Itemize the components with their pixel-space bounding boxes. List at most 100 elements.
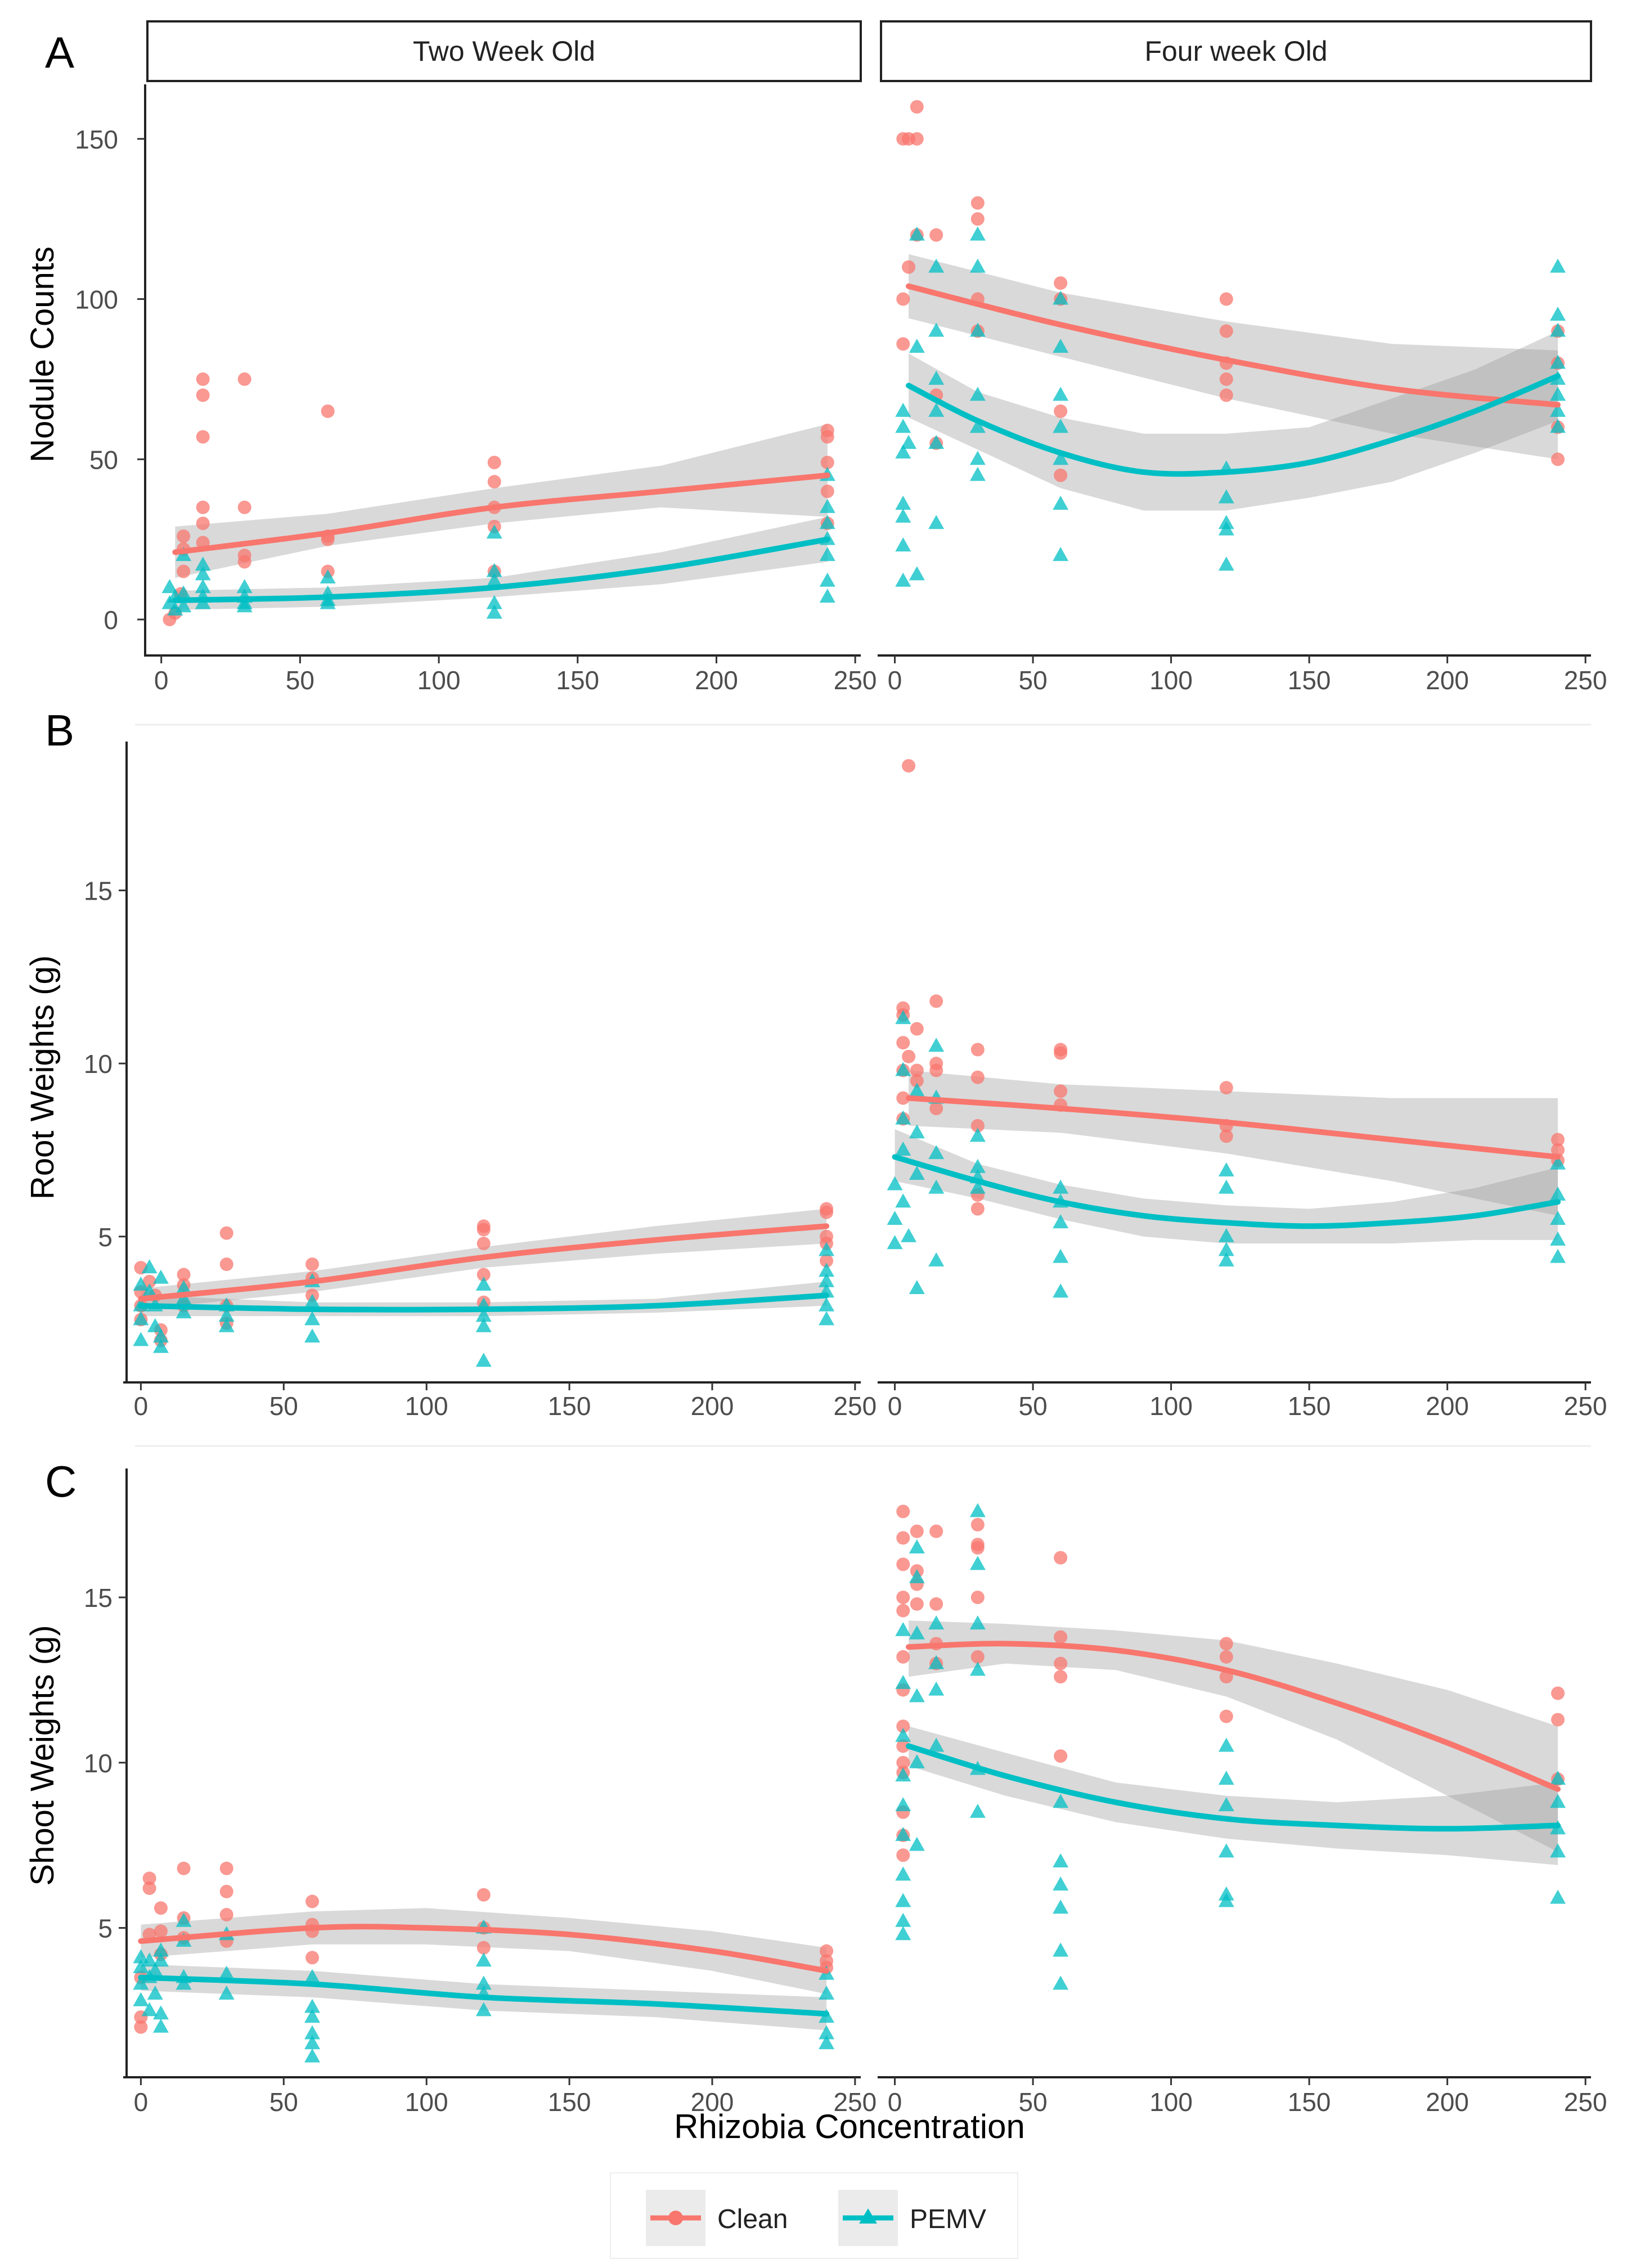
point-pemv [819, 1986, 835, 2000]
point-clean [1219, 292, 1233, 306]
point-pemv [304, 1294, 321, 1308]
legend-clean-marker-icon [668, 2211, 683, 2225]
point-pemv [895, 508, 911, 523]
point-clean [1219, 1637, 1233, 1651]
x-tick-label: 150 [1288, 1391, 1331, 1421]
y-axis-title-a: Nodule Counts [24, 246, 61, 462]
x-tick-label: 250 [834, 666, 877, 695]
point-pemv [819, 498, 835, 513]
point-clean [219, 1257, 233, 1271]
point-pemv [1053, 1975, 1069, 1990]
point-clean [929, 1524, 943, 1538]
point-pemv [1550, 307, 1566, 321]
point-pemv [475, 1276, 492, 1291]
point-clean [1551, 452, 1565, 466]
point-pemv [161, 579, 178, 594]
point-clean [910, 1597, 924, 1611]
facet-four-week-old: 0 50 100 150 200 250 [878, 100, 1607, 695]
x-tick-label: 100 [405, 1391, 448, 1421]
point-clean [1054, 468, 1068, 482]
point-pemv [133, 1949, 149, 1964]
point-pemv [909, 1124, 925, 1139]
point-pemv [928, 1252, 945, 1267]
point-pemv [486, 572, 502, 587]
fit-line-clean [906, 1641, 1561, 1792]
point-pemv [909, 1083, 925, 1097]
point-pemv [969, 1661, 986, 1676]
point-pemv [1550, 1771, 1566, 1785]
y-tick-label: 0 [104, 605, 118, 635]
x-tick-label: 0 [134, 1391, 149, 1421]
point-pemv [475, 1308, 492, 1322]
legend: Clean PEMV [610, 2172, 1018, 2259]
x-tick-label: 0 [154, 666, 169, 695]
point-pemv [895, 1010, 911, 1025]
fit-line-pemv [892, 1154, 1561, 1229]
point-pemv [819, 572, 835, 587]
y-tick-label: 15 [84, 877, 113, 906]
point-clean [896, 292, 910, 306]
point-clean [896, 1591, 910, 1605]
y-tick-label: 50 [89, 445, 118, 474]
point-pemv [895, 1193, 911, 1208]
point-pemv [486, 595, 502, 609]
point-clean [970, 212, 985, 226]
point-clean [902, 260, 916, 274]
point-clean [1551, 1713, 1565, 1727]
point-clean [305, 1951, 320, 1965]
point-pemv [895, 402, 911, 417]
point-clean [910, 1063, 924, 1077]
point-pemv [1550, 1889, 1566, 1904]
point-pemv [1218, 1228, 1234, 1242]
y-tick-label: 100 [75, 285, 118, 315]
point-pemv [895, 1110, 911, 1125]
point-pemv [1053, 1942, 1069, 1957]
fit-line-clean [906, 1095, 1561, 1160]
point-pemv [1550, 1248, 1566, 1263]
point-pemv [928, 434, 945, 449]
point-pemv [141, 1259, 158, 1274]
x-tick-label: 100 [405, 2087, 448, 2117]
point-clean [321, 404, 335, 418]
x-tick-label: 150 [556, 666, 599, 695]
point-pemv [1550, 1211, 1566, 1225]
point-pemv [176, 1280, 192, 1295]
point-clean [154, 1901, 168, 1915]
panel-letter-a: A [45, 28, 74, 77]
point-pemv [304, 2009, 321, 2023]
point-pemv [236, 579, 253, 594]
point-pemv [1053, 1853, 1069, 1868]
point-clean [896, 1848, 910, 1862]
point-clean [305, 1894, 320, 1908]
point-pemv [1218, 1242, 1234, 1256]
point-pemv [895, 444, 911, 459]
point-clean [970, 1541, 985, 1555]
point-pemv [486, 524, 502, 539]
point-pemv [475, 1353, 492, 1367]
x-tick-label: 0 [888, 2087, 902, 2117]
point-clean [896, 337, 910, 351]
x-tick-label: 250 [1564, 2087, 1607, 2117]
point-pemv [887, 1235, 903, 1250]
point-clean [142, 1881, 156, 1896]
point-pemv [147, 1962, 163, 1977]
point-clean [1054, 1084, 1068, 1098]
point-pemv [218, 1318, 235, 1332]
point-pemv [928, 258, 945, 273]
point-pemv [819, 1263, 835, 1277]
point-clean [896, 1504, 910, 1519]
point-pemv [819, 547, 835, 562]
point-clean [237, 372, 251, 386]
point-clean [196, 500, 210, 514]
x-tick-label: 150 [1288, 2087, 1331, 2117]
point-pemv [928, 402, 945, 417]
point-clean [196, 388, 210, 402]
facet-two-week-old: 0 50 100 150 0 50 100 150 200 250 [75, 84, 877, 695]
point-pemv [1218, 1252, 1234, 1267]
point-clean [477, 1237, 491, 1251]
point-pemv [1550, 1186, 1566, 1201]
point-pemv [1053, 547, 1069, 562]
point-clean [477, 1941, 491, 1955]
